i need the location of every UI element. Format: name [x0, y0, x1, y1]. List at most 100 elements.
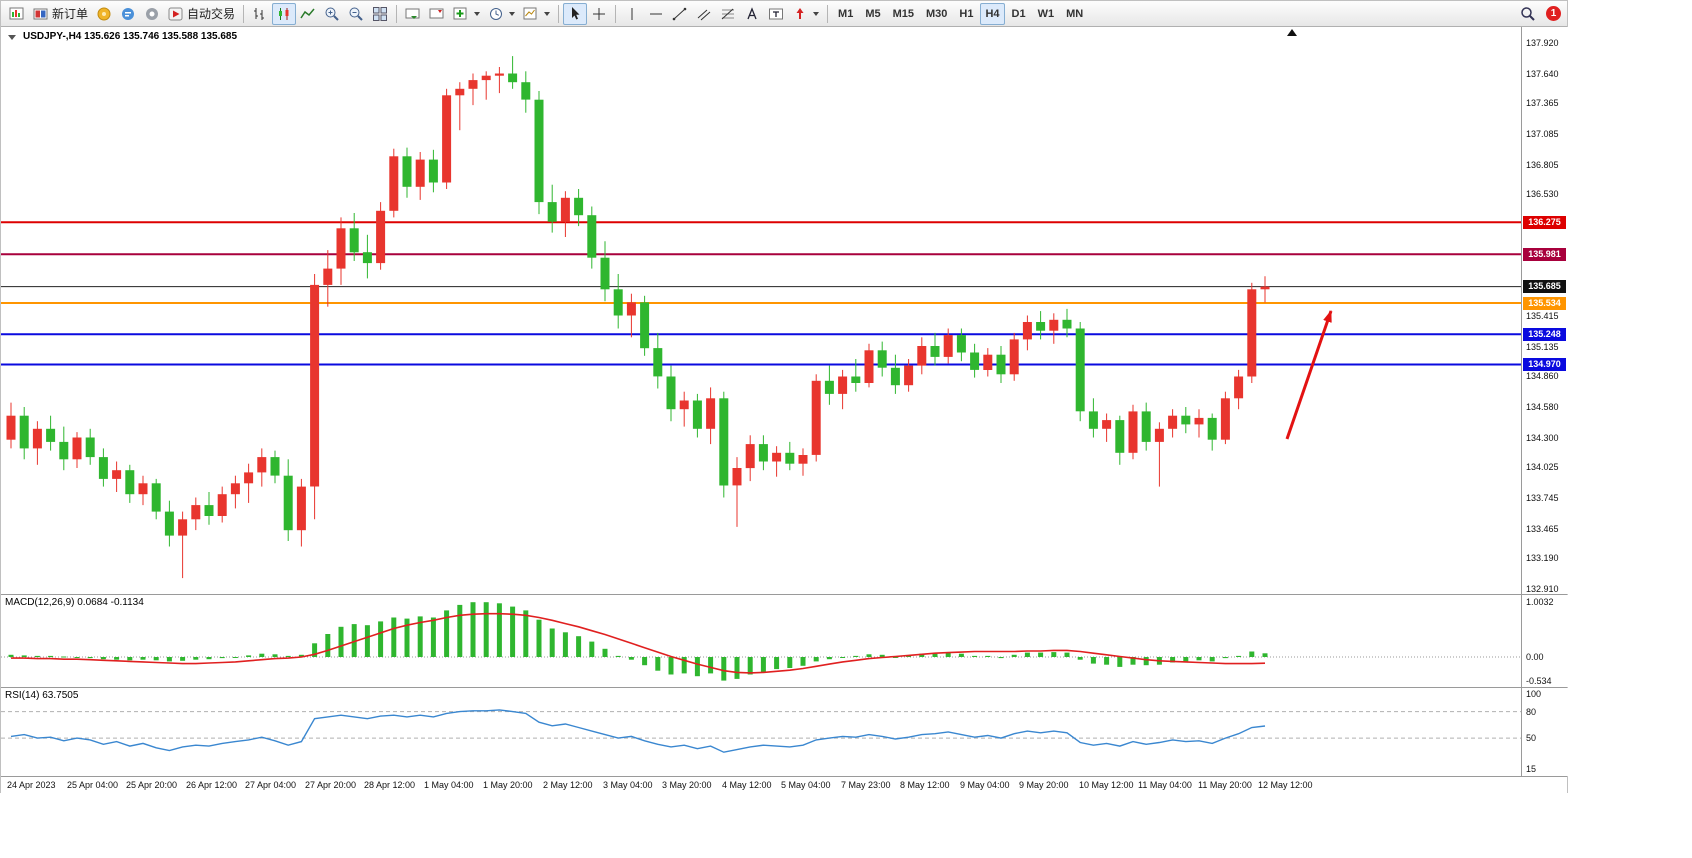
symbol-ohlc-label: USDJPY-,H4 135.626 135.746 135.588 135.6… [23, 31, 238, 42]
price-tick: 134.025 [1526, 462, 1559, 472]
chart-shift-button[interactable] [425, 3, 449, 25]
new-order-button[interactable]: 新订单 [29, 3, 92, 25]
toolbar-separator [243, 4, 245, 23]
auto-scroll-button[interactable] [401, 3, 425, 25]
price-tick: 135.135 [1526, 342, 1559, 352]
price-badge: 135.981 [1523, 248, 1566, 261]
indicators-icon [453, 7, 467, 19]
timeframe-M5[interactable]: M5 [865, 7, 881, 20]
macd-canvas[interactable] [1, 595, 1521, 687]
time-label: 11 May 04:00 [1138, 780, 1192, 790]
price-tick: 133.465 [1526, 524, 1559, 534]
price-tick: 134.860 [1526, 371, 1559, 381]
time-axis[interactable]: 24 Apr 2023 25 Apr 04:00 25 Apr 20:00 26 Ap… [1, 777, 1567, 793]
bar-chart-icon [254, 7, 265, 20]
gold-coin-icon [97, 7, 111, 20]
price-tick: 136.805 [1526, 160, 1559, 170]
timeframe-H1[interactable]: H1 [959, 7, 974, 20]
tile-windows-icon [373, 6, 388, 21]
fibonacci-icon [721, 8, 735, 19]
crosshair-button[interactable] [587, 3, 611, 25]
timeframe-M1[interactable]: M1 [838, 7, 854, 20]
timeframe-H4[interactable]: H4 [980, 2, 1005, 25]
panel-divider[interactable] [1, 687, 1567, 688]
price-tick: 135.415 [1526, 311, 1559, 321]
macd-label: MACD(12,26,9) 0.0684 -0.1134 [5, 597, 144, 608]
autotrade-label: 自动交易 [187, 7, 236, 21]
mql5-button[interactable] [92, 3, 116, 25]
trend-arrow-annotation[interactable] [1285, 310, 1333, 440]
main-chart-canvas[interactable] [1, 27, 1521, 594]
templates-button[interactable] [519, 3, 554, 25]
trendline-button[interactable] [668, 3, 692, 25]
rsi-tick: 15 [1526, 764, 1537, 774]
time-label: 11 May 20:00 [1198, 780, 1252, 790]
time-label: 24 Apr 2023 [7, 780, 56, 790]
channel-button[interactable] [692, 3, 716, 25]
line-chart-button[interactable] [296, 3, 320, 25]
bar-chart-button[interactable] [248, 3, 272, 25]
time-label: 4 May 12:00 [722, 780, 772, 790]
cursor-button[interactable] [563, 2, 588, 25]
panel-divider[interactable] [1, 594, 1567, 595]
new-order-icon [33, 8, 48, 19]
dropdown-caret-icon [544, 11, 551, 16]
candlestick-chart-button[interactable] [272, 2, 297, 25]
search-icon [1521, 6, 1535, 21]
price-tick: 137.365 [1526, 98, 1559, 108]
new-chart-button[interactable] [5, 3, 29, 25]
community-button[interactable] [116, 3, 140, 25]
dropdown-caret-icon [474, 11, 481, 16]
toolbar-separator [558, 4, 560, 23]
zoom-in-button[interactable] [320, 3, 344, 25]
notification-count: 1 [1550, 8, 1557, 19]
autotrade-button[interactable]: 自动交易 [164, 3, 239, 25]
indicators-button[interactable] [449, 3, 484, 25]
zoom-out-button[interactable] [344, 3, 368, 25]
price-tick: 134.580 [1526, 402, 1559, 412]
one-click-trading-toggle[interactable] [8, 35, 16, 40]
price-tick: 133.745 [1526, 493, 1559, 503]
text-label-button[interactable] [764, 3, 788, 25]
macd-axis[interactable]: 1.0032 0.00 -0.534 [1521, 595, 1568, 687]
timeframe-MN[interactable]: MN [1066, 7, 1084, 20]
price-badge: 136.275 [1523, 216, 1566, 229]
vertical-line-button[interactable] [620, 3, 644, 25]
price-badge: 134.970 [1523, 358, 1566, 371]
time-label: 7 May 23:00 [841, 780, 891, 790]
notification-badge[interactable]: 1 [1546, 6, 1561, 21]
timeframe-M15[interactable]: M15 [892, 7, 914, 20]
rsi-tick: 80 [1526, 707, 1537, 717]
tile-windows-button[interactable] [368, 3, 392, 25]
horizontal-line-icon [650, 13, 663, 14]
text-button[interactable] [740, 3, 764, 25]
time-label: 10 May 12:00 [1079, 780, 1134, 790]
toolbar-separator [396, 4, 398, 23]
cursor-icon [572, 6, 580, 19]
rsi-canvas[interactable] [1, 688, 1521, 776]
price-tick: 137.920 [1526, 38, 1559, 48]
toolbar-right-group: 1 [1516, 3, 1563, 25]
horizontal-line-button[interactable] [644, 3, 668, 25]
periods-button[interactable] [484, 3, 519, 25]
zoom-out-icon [349, 7, 363, 21]
toolbar-separator [827, 4, 829, 23]
timeframe-D1[interactable]: D1 [1011, 7, 1026, 20]
timeframe-W1[interactable]: W1 [1037, 7, 1055, 20]
new-order-label: 新订单 [52, 7, 89, 21]
crosshair-icon [593, 7, 606, 20]
text-label-icon [769, 8, 784, 19]
support-button[interactable] [140, 3, 164, 25]
arrows-button[interactable] [788, 3, 823, 25]
time-label: 26 Apr 12:00 [186, 780, 238, 790]
price-badge: 135.534 [1523, 297, 1566, 310]
chart-shift-marker[interactable] [1287, 29, 1297, 36]
price-tick: 137.085 [1526, 129, 1559, 139]
price-badge: 135.248 [1523, 328, 1566, 341]
rsi-axis[interactable]: 100 80 50 15 [1521, 688, 1568, 776]
fibonacci-button[interactable] [716, 3, 740, 25]
price-axis[interactable]: 137.920 137.640 137.365 137.085 136.805 136.5… [1521, 27, 1568, 594]
timeframe-M30[interactable]: M30 [926, 7, 948, 20]
search-button[interactable] [1516, 3, 1540, 25]
mt4-window: 新订单 自动交易 [0, 0, 1568, 793]
